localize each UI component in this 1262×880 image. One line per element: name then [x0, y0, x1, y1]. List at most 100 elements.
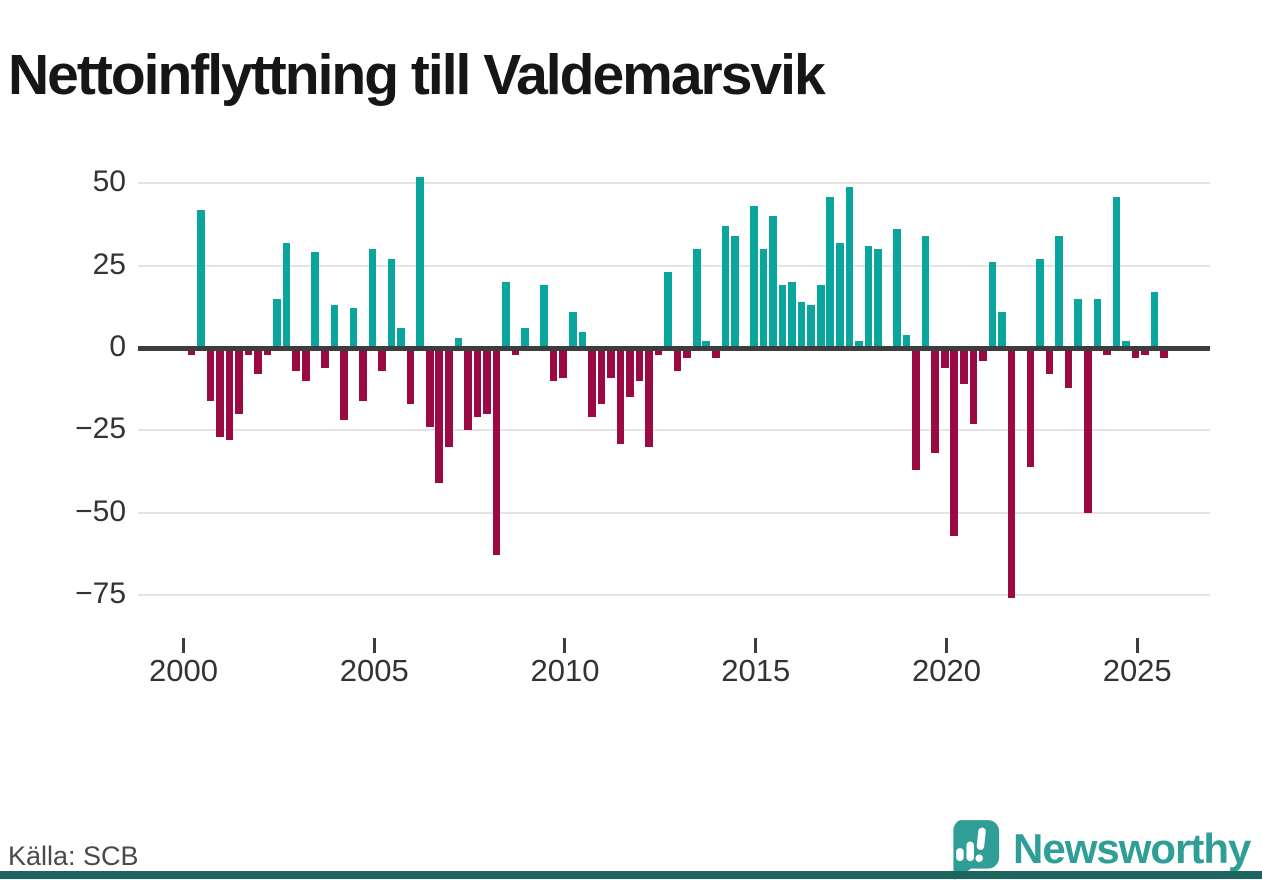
bar-negative	[626, 348, 634, 398]
x-tick-label: 2000	[149, 653, 218, 688]
bar-negative	[492, 348, 501, 556]
page-title: Nettoinflyttning till Valdemarsvik	[8, 43, 826, 108]
gridline	[138, 429, 1210, 432]
bar-positive	[902, 334, 911, 348]
x-tick-mark	[182, 638, 185, 653]
bar-negative	[1026, 348, 1035, 467]
bar-negative	[712, 348, 720, 358]
bar-positive	[836, 242, 844, 348]
bar-positive	[1150, 292, 1159, 348]
newsworthy-logo: Newsworthy	[945, 818, 1251, 880]
bar-negative	[511, 348, 520, 355]
bar-positive	[702, 341, 711, 348]
bar-positive	[664, 272, 672, 348]
bar-positive	[731, 236, 739, 348]
bar-positive	[845, 186, 854, 348]
x-tick-mark	[563, 638, 567, 653]
bar-positive	[521, 328, 529, 348]
bar-positive	[349, 308, 358, 348]
bar-negative	[473, 348, 482, 418]
y-tick-label: 0	[109, 330, 126, 363]
bar-negative	[216, 348, 224, 437]
bar-positive	[759, 249, 768, 348]
bar-positive	[197, 209, 205, 348]
bar-negative	[931, 348, 939, 454]
bar-negative	[969, 348, 978, 424]
bar-positive	[998, 311, 1006, 348]
bar-negative	[235, 348, 243, 414]
bar-positive	[416, 176, 424, 348]
bar-positive	[502, 282, 510, 348]
bar-positive	[778, 285, 787, 348]
bar-positive	[893, 229, 901, 348]
x-tick-mark	[754, 638, 758, 653]
x-tick-label: 2020	[911, 653, 981, 688]
bar-positive	[568, 311, 577, 348]
bar-positive	[387, 259, 396, 348]
newsworthy-logo-text: Newsworthy	[1013, 825, 1251, 872]
bar-positive	[1093, 298, 1102, 348]
bar-positive	[788, 282, 796, 348]
bar-positive	[816, 285, 825, 348]
bar-negative	[254, 348, 262, 375]
y-tick-label: 50	[92, 165, 126, 199]
bar-negative	[1131, 348, 1140, 358]
bar-negative	[912, 348, 920, 470]
bar-negative	[301, 348, 310, 381]
bar-negative	[1083, 348, 1092, 513]
bar-positive	[1122, 341, 1130, 348]
bar-negative	[464, 348, 472, 431]
x-tick-mark	[1135, 638, 1139, 653]
x-tick-mark	[944, 638, 948, 653]
bar-positive	[311, 252, 320, 348]
y-tick-label: −25	[75, 412, 126, 446]
bar-negative	[1045, 348, 1054, 375]
bar-negative	[206, 348, 215, 401]
bar-negative	[263, 348, 272, 355]
bar-negative	[359, 348, 367, 401]
bar-positive	[721, 226, 730, 348]
bar-negative	[635, 348, 644, 381]
bar-negative	[1141, 348, 1149, 355]
footer-accent-strip	[0, 871, 1262, 879]
bar-negative	[1103, 348, 1111, 355]
zero-axis-line	[138, 345, 1210, 351]
bar-negative	[959, 348, 968, 385]
x-tick-label: 2015	[721, 653, 791, 688]
bar-negative	[444, 348, 453, 447]
bar-negative	[483, 348, 491, 414]
bar-positive	[692, 249, 701, 348]
bar-positive	[864, 245, 873, 348]
bar-positive	[1074, 298, 1083, 348]
bar-positive	[826, 196, 835, 348]
bar-positive	[282, 242, 291, 348]
gridline	[138, 182, 1210, 185]
bar-negative	[979, 348, 987, 362]
bar-positive	[578, 331, 587, 348]
gridline	[138, 264, 1210, 267]
bar-negative	[435, 348, 444, 484]
bar-positive	[855, 341, 863, 348]
bar-negative	[683, 348, 692, 358]
bar-negative	[950, 348, 959, 536]
bar-positive	[807, 305, 815, 348]
newsworthy-bubble-chart-icon	[953, 820, 1000, 880]
gridline	[138, 593, 1210, 596]
bar-negative	[1064, 348, 1073, 388]
bar-negative	[187, 348, 196, 355]
bar-negative	[654, 348, 663, 355]
bar-positive	[330, 305, 339, 348]
source-caption: Källa: SCB	[8, 841, 139, 871]
bar-positive	[769, 216, 777, 348]
bar-positive	[1036, 259, 1044, 348]
bar-negative	[549, 348, 558, 381]
y-tick-label: 25	[92, 247, 126, 281]
bar-negative	[406, 348, 415, 404]
x-tick-mark	[372, 638, 376, 653]
bar-negative	[597, 348, 606, 404]
bar-positive	[988, 262, 997, 348]
bar-negative	[616, 348, 625, 444]
bar-positive	[1055, 236, 1063, 348]
x-tick-label: 2005	[339, 653, 409, 688]
